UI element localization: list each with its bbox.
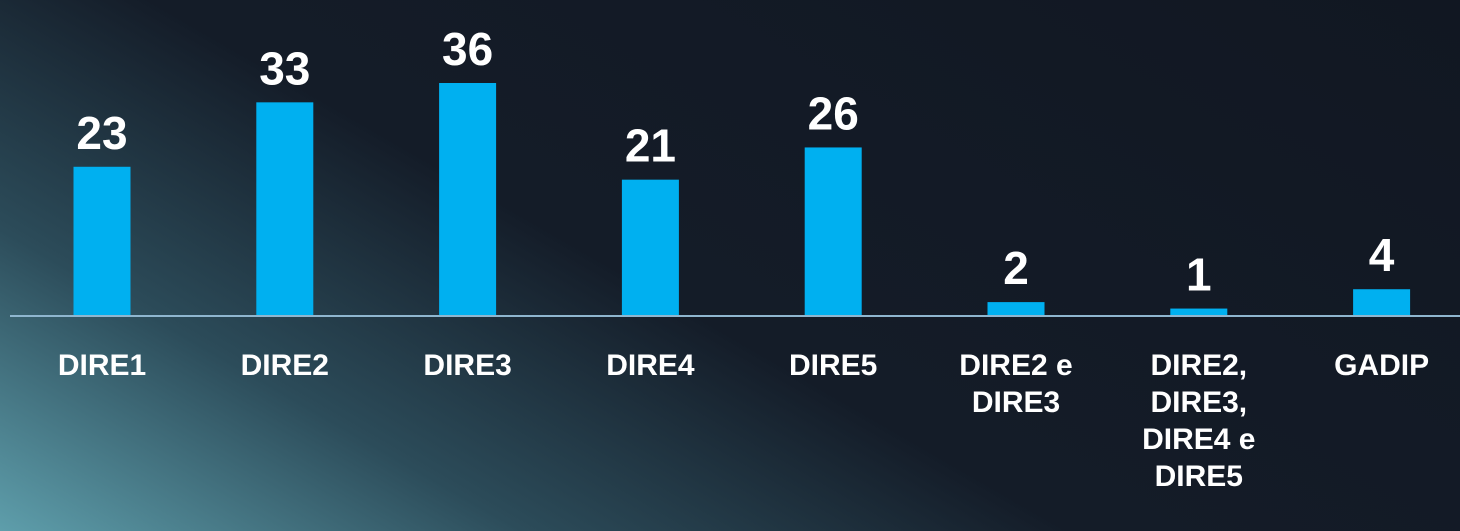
- bar: [987, 302, 1045, 315]
- value-label: 2: [1003, 242, 1029, 294]
- x-tick-label: DIRE1: [57, 349, 147, 382]
- bar: [256, 102, 314, 315]
- bar: [1353, 289, 1411, 315]
- value-label: 4: [1369, 229, 1395, 281]
- x-tick-label: GADIP: [1334, 349, 1430, 382]
- x-tick-label: DIRE4: [606, 349, 695, 382]
- bar: [439, 83, 497, 315]
- bar: [73, 166, 131, 315]
- value-label: 1: [1186, 249, 1212, 301]
- bar: [804, 147, 862, 315]
- bar: [1170, 308, 1228, 315]
- x-tick-label: DIRE2, DIRE3, DIRE4 e DIRE5: [1142, 349, 1256, 493]
- x-tick-label: DIRE2: [240, 349, 329, 382]
- bar: [621, 179, 679, 315]
- value-label: 23: [76, 107, 127, 159]
- x-tick-label: DIRE2 e DIRE3: [959, 349, 1073, 419]
- value-label: 33: [259, 42, 310, 94]
- x-tick-label: DIRE3: [423, 349, 512, 382]
- value-label: 26: [808, 87, 859, 139]
- x-tick-label: DIRE5: [789, 349, 878, 382]
- value-label: 36: [442, 23, 493, 75]
- value-label: 21: [625, 120, 676, 172]
